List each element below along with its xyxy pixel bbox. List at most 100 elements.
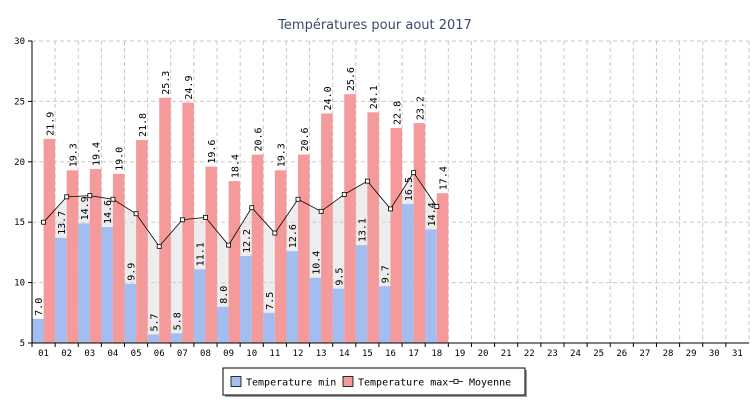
average-point — [179, 217, 185, 223]
x-tick-label: 26 — [616, 349, 627, 359]
data-label: 13.7 — [57, 211, 68, 235]
data-label: 7.5 — [265, 292, 276, 310]
average-point — [295, 196, 301, 202]
data-label: 21.8 — [138, 113, 149, 137]
bar-min — [193, 269, 206, 343]
legend-label: Moyenne — [469, 378, 511, 389]
x-tick-label: 08 — [200, 349, 211, 359]
y-tick-label: 15 — [14, 218, 25, 228]
bar-min — [332, 288, 345, 343]
bar-max — [159, 97, 171, 343]
y-tick-label: 25 — [14, 97, 25, 107]
average-point — [388, 206, 393, 212]
x-tick-label: 18 — [431, 349, 442, 359]
data-label: 19.4 — [92, 142, 103, 166]
x-tick-label: 05 — [131, 349, 142, 359]
average-point — [133, 211, 139, 217]
data-label: 5.7 — [149, 313, 160, 331]
bar-min — [217, 306, 229, 343]
legend-box — [222, 367, 526, 396]
x-tick-label: 14 — [339, 349, 350, 359]
x-tick-label: 21 — [501, 349, 512, 359]
bar-min — [402, 204, 414, 343]
x-tick-label: 30 — [709, 349, 720, 359]
x-tick-label: 03 — [84, 349, 95, 359]
x-tick-label: 16 — [385, 349, 396, 359]
legend-label: Temperature max — [358, 378, 448, 389]
x-tick-label: 25 — [593, 349, 604, 359]
bar-max — [344, 94, 356, 343]
bar-max — [251, 154, 264, 343]
average-line — [43, 171, 438, 248]
data-label: 17.4 — [439, 166, 450, 190]
bar-min — [425, 229, 437, 343]
bar-max — [66, 170, 79, 343]
average-point — [110, 196, 116, 202]
x-tick-label: 11 — [269, 349, 280, 359]
x-tick-label: 27 — [639, 349, 650, 359]
data-label: 12.2 — [242, 229, 253, 253]
data-label: 9.9 — [126, 263, 137, 281]
average-point — [272, 230, 278, 236]
data-label: 16.5 — [404, 177, 415, 201]
data-label: 9.7 — [381, 265, 392, 283]
bar-max — [413, 123, 426, 343]
x-tick-label: 28 — [663, 349, 674, 359]
chart-title: Températures pour aout 2017 — [277, 18, 472, 33]
bar-max — [274, 170, 287, 343]
bar-min — [124, 283, 137, 343]
bar-min — [147, 334, 160, 343]
x-tick-label: 29 — [686, 349, 697, 359]
data-label: 20.6 — [300, 127, 311, 151]
bar-min — [55, 237, 67, 343]
legend-item-min: Temperature min — [230, 376, 336, 389]
bar-max — [367, 112, 379, 343]
legend-label: Temperature min — [246, 378, 336, 389]
bar-min — [263, 312, 275, 343]
data-label: 24.1 — [369, 85, 380, 109]
average-point — [318, 208, 324, 214]
data-label: 5.8 — [173, 312, 184, 330]
y-tick-label: 5 — [20, 339, 25, 349]
average-point — [434, 204, 440, 209]
data-label: 9.5 — [334, 268, 345, 286]
bar-min — [378, 286, 391, 343]
legend-marker — [453, 379, 459, 384]
y-tick-label: 10 — [14, 279, 25, 289]
x-tick-label: 13 — [316, 349, 327, 359]
bar-min — [309, 277, 322, 343]
legend-item-max: Temperature max — [342, 376, 448, 389]
bar-min — [286, 251, 298, 343]
bar-max — [297, 154, 310, 343]
x-tick-label: 01 — [38, 349, 49, 359]
x-tick-label: 15 — [362, 349, 373, 359]
bar-max — [205, 166, 218, 343]
x-tick-label: 17 — [408, 349, 419, 359]
bar-max — [43, 138, 56, 343]
bar-max — [228, 181, 241, 343]
bar-min — [240, 256, 252, 343]
x-tick-label: 31 — [732, 349, 743, 359]
average-point — [87, 193, 93, 199]
x-tick-label: 02 — [61, 349, 72, 359]
x-tick-label: 19 — [454, 349, 465, 359]
bar-max — [390, 127, 403, 343]
data-label: 11.1 — [196, 242, 207, 266]
data-label: 10.4 — [311, 251, 322, 275]
x-tick-label: 12 — [293, 349, 304, 359]
bar-min — [101, 227, 113, 343]
data-label: 21.9 — [45, 112, 56, 136]
bar-max — [321, 113, 333, 343]
data-label: 25.6 — [346, 67, 357, 91]
x-tick-label: 10 — [246, 349, 257, 359]
data-label: 14.9 — [80, 196, 91, 220]
bar-max — [136, 140, 148, 343]
x-tick-label: 22 — [524, 349, 535, 359]
legend-item-moyenne: Moyenne — [449, 378, 511, 389]
average-point — [226, 242, 231, 248]
data-label: 19.3 — [68, 143, 79, 167]
bar-max — [112, 173, 125, 343]
data-label: 19.6 — [207, 140, 218, 164]
